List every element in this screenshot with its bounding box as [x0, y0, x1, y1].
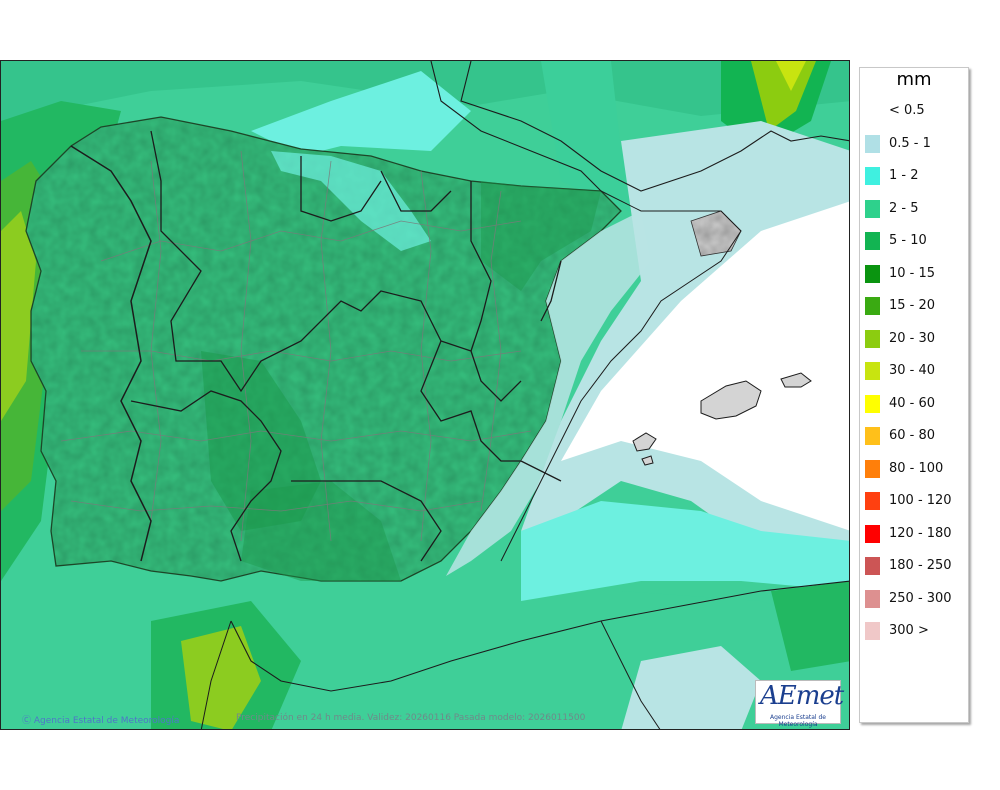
legend-swatch: [865, 134, 880, 153]
legend-label: 120 - 180: [889, 525, 952, 541]
alps-core: [751, 61, 816, 131]
legend-label: 250 - 300: [889, 590, 952, 606]
legend-swatch: [865, 589, 880, 608]
legend-label: 60 - 80: [889, 428, 936, 443]
algeria-morocco-border: [600, 620, 661, 729]
legend-label: 80 - 100: [889, 460, 944, 476]
andalusia-wet-zone: [241, 481, 401, 581]
legend-label: 1 - 2: [889, 168, 919, 183]
credit-text: Ⓒ Agencia Estatal de Meteorología: [22, 713, 179, 726]
levante-dry-strip: [446, 211, 651, 576]
legend-swatch: [865, 167, 880, 185]
legend-title: mm: [896, 69, 932, 90]
legend-label: 180 - 250: [889, 558, 952, 573]
east-africa-band: [771, 581, 849, 671]
formentera: [641, 455, 654, 466]
legend-entry: 120 - 180: [860, 524, 968, 543]
legend-entry: 5 - 10: [860, 232, 968, 250]
legend-label: 300 >: [889, 623, 929, 638]
credit-label: Agencia Estatal de Meteorología: [33, 716, 180, 726]
legend-entry: 20 - 30: [860, 329, 968, 348]
alboran-light-band: [521, 501, 849, 601]
legend-label: 15 - 20: [889, 298, 936, 313]
logo-wordmark: AEmet: [760, 681, 844, 711]
pyrenees-wet-zone: [481, 181, 601, 291]
legend-swatch: [865, 524, 880, 543]
extremadura-wet-zone: [201, 351, 321, 531]
legend-label: < 0.5: [889, 103, 925, 118]
mediterranean-coast: [500, 190, 742, 562]
legend-label: 0.5 - 1: [889, 135, 931, 151]
legend-swatch: [865, 557, 880, 575]
legend-label: 40 - 60: [889, 395, 936, 411]
legend-swatch: [865, 232, 880, 250]
mediterranean-dry-zone: [561, 201, 849, 531]
pyrenees-border: [430, 61, 602, 192]
legend-entry: 0.5 - 1: [860, 134, 968, 153]
legend-label: 100 - 120: [889, 493, 952, 508]
legend-entry: 1 - 2: [860, 167, 968, 185]
ibiza: [632, 432, 657, 452]
galicia-coast-core: [1, 211, 36, 421]
precipitation-map: [0, 60, 850, 730]
legend-swatch: [865, 102, 880, 120]
portugal-border: [70, 145, 152, 562]
legend-swatch: [865, 297, 880, 315]
terrain-relief: [26, 117, 621, 581]
iberian-peninsula: [25, 116, 651, 582]
legend-swatch: [865, 264, 880, 283]
legend-entry: 250 - 300: [860, 589, 968, 608]
legend-entry: 60 - 80: [860, 427, 968, 445]
legend-swatch: [865, 427, 880, 445]
province-borders: [60, 150, 532, 542]
region-borders: [130, 130, 562, 562]
legend-swatch: [865, 199, 880, 218]
france-border: [460, 61, 849, 192]
logo-caption: Agencia Estatal de Meteorología: [769, 714, 826, 728]
mallorca: [700, 380, 762, 420]
legend-entry: 2 - 5: [860, 199, 968, 218]
copyright-icon: Ⓒ: [22, 716, 32, 726]
legend-entry: 100 - 120: [860, 492, 968, 510]
legend-swatch: [865, 362, 880, 380]
legend-label: 5 - 10: [889, 233, 927, 248]
legend-entry: 180 - 250: [860, 557, 968, 575]
legend-entry: < 0.5: [860, 102, 968, 120]
cantabria-light-zone: [271, 151, 431, 251]
legend-panel: mm < 0.5 0.5 - 1 1 - 2 2 - 5 5 - 10 10 - 15 15…: [859, 67, 969, 723]
strait-core: [181, 626, 261, 729]
legend-entry: 10 - 15: [860, 264, 968, 283]
menorca: [780, 372, 812, 388]
legend-entry: 40 - 60: [860, 394, 968, 413]
biscay-light-band: [251, 71, 471, 156]
aemet-logo: AEmet Agencia Estatal de Meteorología: [755, 680, 844, 728]
legend-entry: 15 - 20: [860, 297, 968, 315]
atlantic-morocco-coast: [200, 620, 232, 729]
legend-swatch: [865, 459, 880, 478]
legend-swatch: [865, 492, 880, 510]
north-africa-coast: [230, 580, 849, 692]
legend-entry: 30 - 40: [860, 362, 968, 380]
alps-peak: [776, 61, 806, 91]
legend-entry: 300 >: [860, 622, 968, 640]
legend-swatch: [865, 622, 880, 640]
map-canvas: [1, 61, 849, 729]
map-caption: Precipitación en 24 h media. Validez: 20…: [236, 713, 586, 723]
legend-label: 10 - 15: [889, 265, 936, 281]
legend-swatch: [865, 394, 880, 413]
legend-label: 30 - 40: [889, 363, 936, 378]
balearic-islands: [632, 372, 812, 466]
legend-entry: 80 - 100: [860, 459, 968, 478]
legend-label: 20 - 30: [889, 330, 936, 346]
legend-label: 2 - 5: [889, 200, 919, 216]
north-africa-pale: [621, 646, 761, 729]
legend-swatch: [865, 329, 880, 348]
